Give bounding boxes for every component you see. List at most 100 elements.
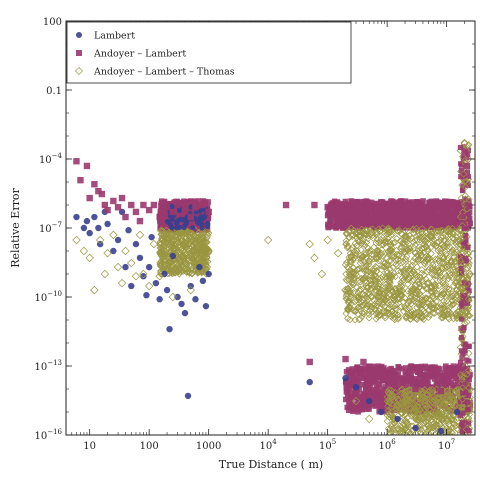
density-point — [363, 219, 369, 225]
density-point — [439, 221, 446, 228]
data-point — [411, 281, 420, 291]
density-point — [413, 201, 420, 208]
density-point — [443, 256, 451, 264]
density-point — [419, 412, 427, 421]
density-point — [342, 270, 350, 278]
y-tick-exponent: −7 — [52, 221, 62, 229]
density-point — [381, 215, 387, 221]
density-point — [446, 431, 454, 435]
density-point — [200, 239, 208, 247]
density-point — [463, 318, 471, 326]
density-point — [356, 386, 362, 392]
density-point — [428, 198, 435, 205]
data-point — [263, 235, 273, 245]
data-point — [91, 213, 98, 221]
density-point — [403, 305, 411, 313]
density-point — [387, 386, 395, 395]
density-point — [432, 215, 438, 222]
density-point — [457, 371, 465, 379]
density-point — [439, 279, 447, 287]
density-point — [379, 208, 386, 215]
data-point — [155, 272, 164, 281]
data-point — [442, 391, 451, 401]
density-point — [459, 270, 465, 276]
density-point — [348, 198, 354, 205]
density-point — [362, 229, 370, 238]
density-point — [356, 287, 364, 295]
density-point — [425, 216, 432, 222]
density-point — [189, 201, 196, 207]
data-point — [169, 252, 177, 260]
x-tick-label: 104 — [260, 438, 278, 452]
density-point — [177, 258, 185, 266]
density-point — [397, 377, 404, 383]
density-point — [458, 301, 464, 307]
density-point — [377, 297, 385, 305]
density-point — [406, 378, 412, 384]
data-point — [101, 201, 109, 209]
density-point — [353, 374, 359, 381]
y-tick-exponent: −10 — [47, 290, 62, 298]
density-point — [463, 264, 472, 272]
data-point — [378, 408, 385, 416]
density-point — [442, 211, 448, 218]
density-point — [421, 372, 427, 378]
density-point — [465, 174, 472, 180]
density-point — [448, 247, 456, 256]
data-point — [117, 278, 127, 288]
density-point — [412, 430, 420, 435]
density-point — [385, 396, 393, 404]
density-point — [364, 235, 372, 243]
legend-label: Andoyer – Lambert — [93, 49, 186, 60]
data-point — [90, 285, 99, 295]
density-point — [394, 216, 401, 222]
density-point — [385, 398, 393, 407]
density-point — [385, 278, 393, 286]
density-point — [351, 307, 359, 315]
data-point — [310, 253, 319, 263]
density-point — [434, 378, 441, 384]
density-point — [462, 425, 470, 433]
density-point — [399, 298, 408, 306]
density-point — [465, 195, 473, 204]
density-point — [389, 239, 398, 247]
density-point — [446, 408, 455, 416]
density-point — [414, 255, 423, 263]
data-point — [140, 273, 147, 280]
density-point — [445, 285, 453, 293]
density-point — [388, 310, 397, 319]
density-point — [372, 267, 381, 275]
density-point — [418, 379, 425, 386]
density-point — [445, 262, 453, 270]
density-point — [372, 273, 380, 281]
density-point — [375, 396, 382, 403]
density-point — [450, 214, 457, 220]
data-point — [127, 258, 136, 268]
density-point — [461, 207, 467, 213]
x-tick-exponent: 4 — [272, 438, 277, 446]
density-point — [391, 221, 398, 228]
density-point — [400, 398, 408, 406]
data-point — [425, 206, 432, 214]
density-point — [385, 215, 392, 222]
density-point — [373, 392, 380, 398]
density-point — [389, 412, 397, 420]
density-point — [418, 363, 425, 370]
density-point — [409, 295, 417, 303]
density-point — [407, 311, 415, 319]
density-point — [406, 429, 414, 435]
density-point — [430, 271, 438, 279]
density-point — [176, 266, 184, 274]
density-point — [363, 297, 371, 305]
density-point — [392, 375, 398, 382]
density-point — [339, 202, 345, 208]
density-point — [372, 298, 380, 306]
density-point — [463, 365, 469, 372]
density-point — [193, 249, 201, 257]
data-point — [144, 281, 154, 291]
density-point — [416, 213, 423, 220]
data-point — [122, 263, 129, 271]
data-point — [98, 190, 106, 198]
density-point — [160, 210, 167, 217]
density-point — [423, 409, 431, 417]
